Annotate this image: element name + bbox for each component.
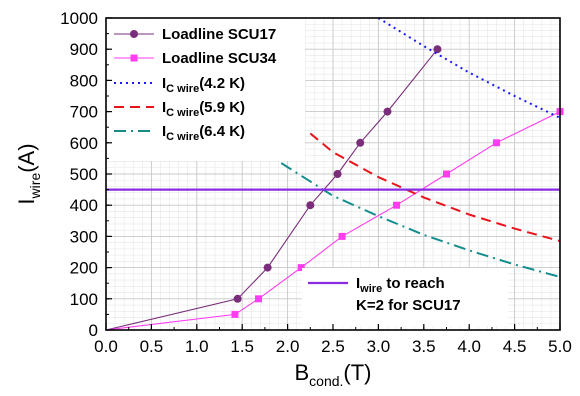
series-1-point [433, 45, 442, 54]
legend-box-bottom [302, 268, 508, 326]
x-tick-label: 2.0 [276, 337, 300, 356]
legend-label-4: IC wire(5.9 K) [162, 99, 245, 119]
legend-label-line2: K=2 for SCU17 [356, 297, 461, 314]
legend-label-main: I [162, 75, 166, 92]
series-line-4 [309, 132, 561, 243]
legend-label-rest: (6.4 K) [199, 123, 245, 140]
legend-label-main: I [162, 123, 166, 140]
series-1-point [356, 138, 365, 147]
series-2-point [338, 232, 346, 240]
y-axis-title: Iwire(A) [14, 143, 43, 204]
legend-box-top [107, 19, 305, 161]
x-tick-label: 4.0 [457, 337, 481, 356]
legend-label-3: IC wire(4.2 K) [162, 75, 245, 95]
x-tick-label: 0.5 [140, 337, 164, 356]
y-tick-label: 300 [70, 227, 98, 246]
legend-label-rest: (5.9 K) [199, 99, 245, 116]
y-tick-label: 400 [70, 196, 98, 215]
x-tick-labels: 0.0 0.5 1.0 1.5 2.0 2.5 3.0 3.5 4.0 4.5 5.0 [94, 337, 572, 356]
y-tick-label: 500 [70, 165, 98, 184]
y-axis-title-sub: wire [27, 173, 43, 200]
legend-label-sub: C wire [166, 131, 199, 143]
series-1-point [383, 107, 392, 116]
x-axis-title-sub: cond. [309, 373, 343, 389]
y-tick-label: 200 [70, 259, 98, 278]
legend-label-sub: C wire [166, 83, 199, 95]
y-axis-title-unit: (A) [14, 143, 39, 172]
x-tick-label: 1.0 [185, 337, 209, 356]
legend-label-rest: (4.2 K) [199, 75, 245, 92]
legend-label-rest: to reach [382, 275, 445, 292]
x-tick-label: 5.0 [548, 337, 572, 356]
x-axis-title: Bcond.(T) [294, 360, 371, 389]
x-tick-label: 3.0 [367, 337, 391, 356]
series-layer [105, 17, 564, 331]
y-tick-label: 0 [89, 321, 98, 340]
x-tick-label: 4.5 [503, 337, 527, 356]
y-axis-title-main: I [14, 198, 39, 204]
legend-label-1: Loadline SCU17 [162, 26, 276, 43]
y-tick-label: 900 [70, 40, 98, 59]
x-tick-label: 1.5 [230, 337, 254, 356]
series-1-point [306, 201, 315, 210]
series-2-point [255, 295, 263, 303]
series-2-point [393, 201, 401, 209]
series-2-point [297, 264, 305, 272]
legend-label-6: Iwire to reach [356, 275, 445, 295]
legend-label-5: IC wire(6.4 K) [162, 123, 245, 143]
x-axis-title-main: B [294, 360, 309, 385]
legend-label-sub: C wire [166, 107, 199, 119]
legend-label-main: I [356, 275, 360, 292]
legend-marker-2 [130, 54, 138, 62]
series-1-point [263, 263, 272, 272]
series-2-point [492, 139, 500, 147]
y-tick-label: 1000 [60, 9, 98, 28]
series-1-point [333, 170, 342, 178]
y-tick-labels: 0 100 200 300 400 500 600 700 800 900 1000 [60, 9, 98, 340]
series-1-point [233, 294, 242, 303]
y-tick-label: 100 [70, 290, 98, 309]
x-axis-title-unit: (T) [343, 360, 371, 385]
x-tick-label: 0.0 [94, 337, 118, 356]
y-tick-label: 600 [70, 134, 98, 153]
x-tick-label: 2.5 [321, 337, 345, 356]
legend-label-main: I [162, 99, 166, 116]
tick-marks [105, 17, 561, 331]
legend-marker-1 [130, 30, 138, 38]
legend-background [107, 19, 508, 326]
y-tick-label: 700 [70, 103, 98, 122]
series-2-point [443, 170, 450, 178]
y-tick-label: 800 [70, 71, 98, 90]
legend-label-2: Loadline SCU34 [162, 50, 277, 67]
legend-label-sub: wire [359, 283, 382, 295]
legend-label-main: Loadline SCU17 [162, 26, 276, 43]
legend-label-main: Loadline SCU34 [162, 50, 277, 67]
series-2-point [231, 310, 239, 318]
x-tick-label: 3.5 [412, 337, 436, 356]
